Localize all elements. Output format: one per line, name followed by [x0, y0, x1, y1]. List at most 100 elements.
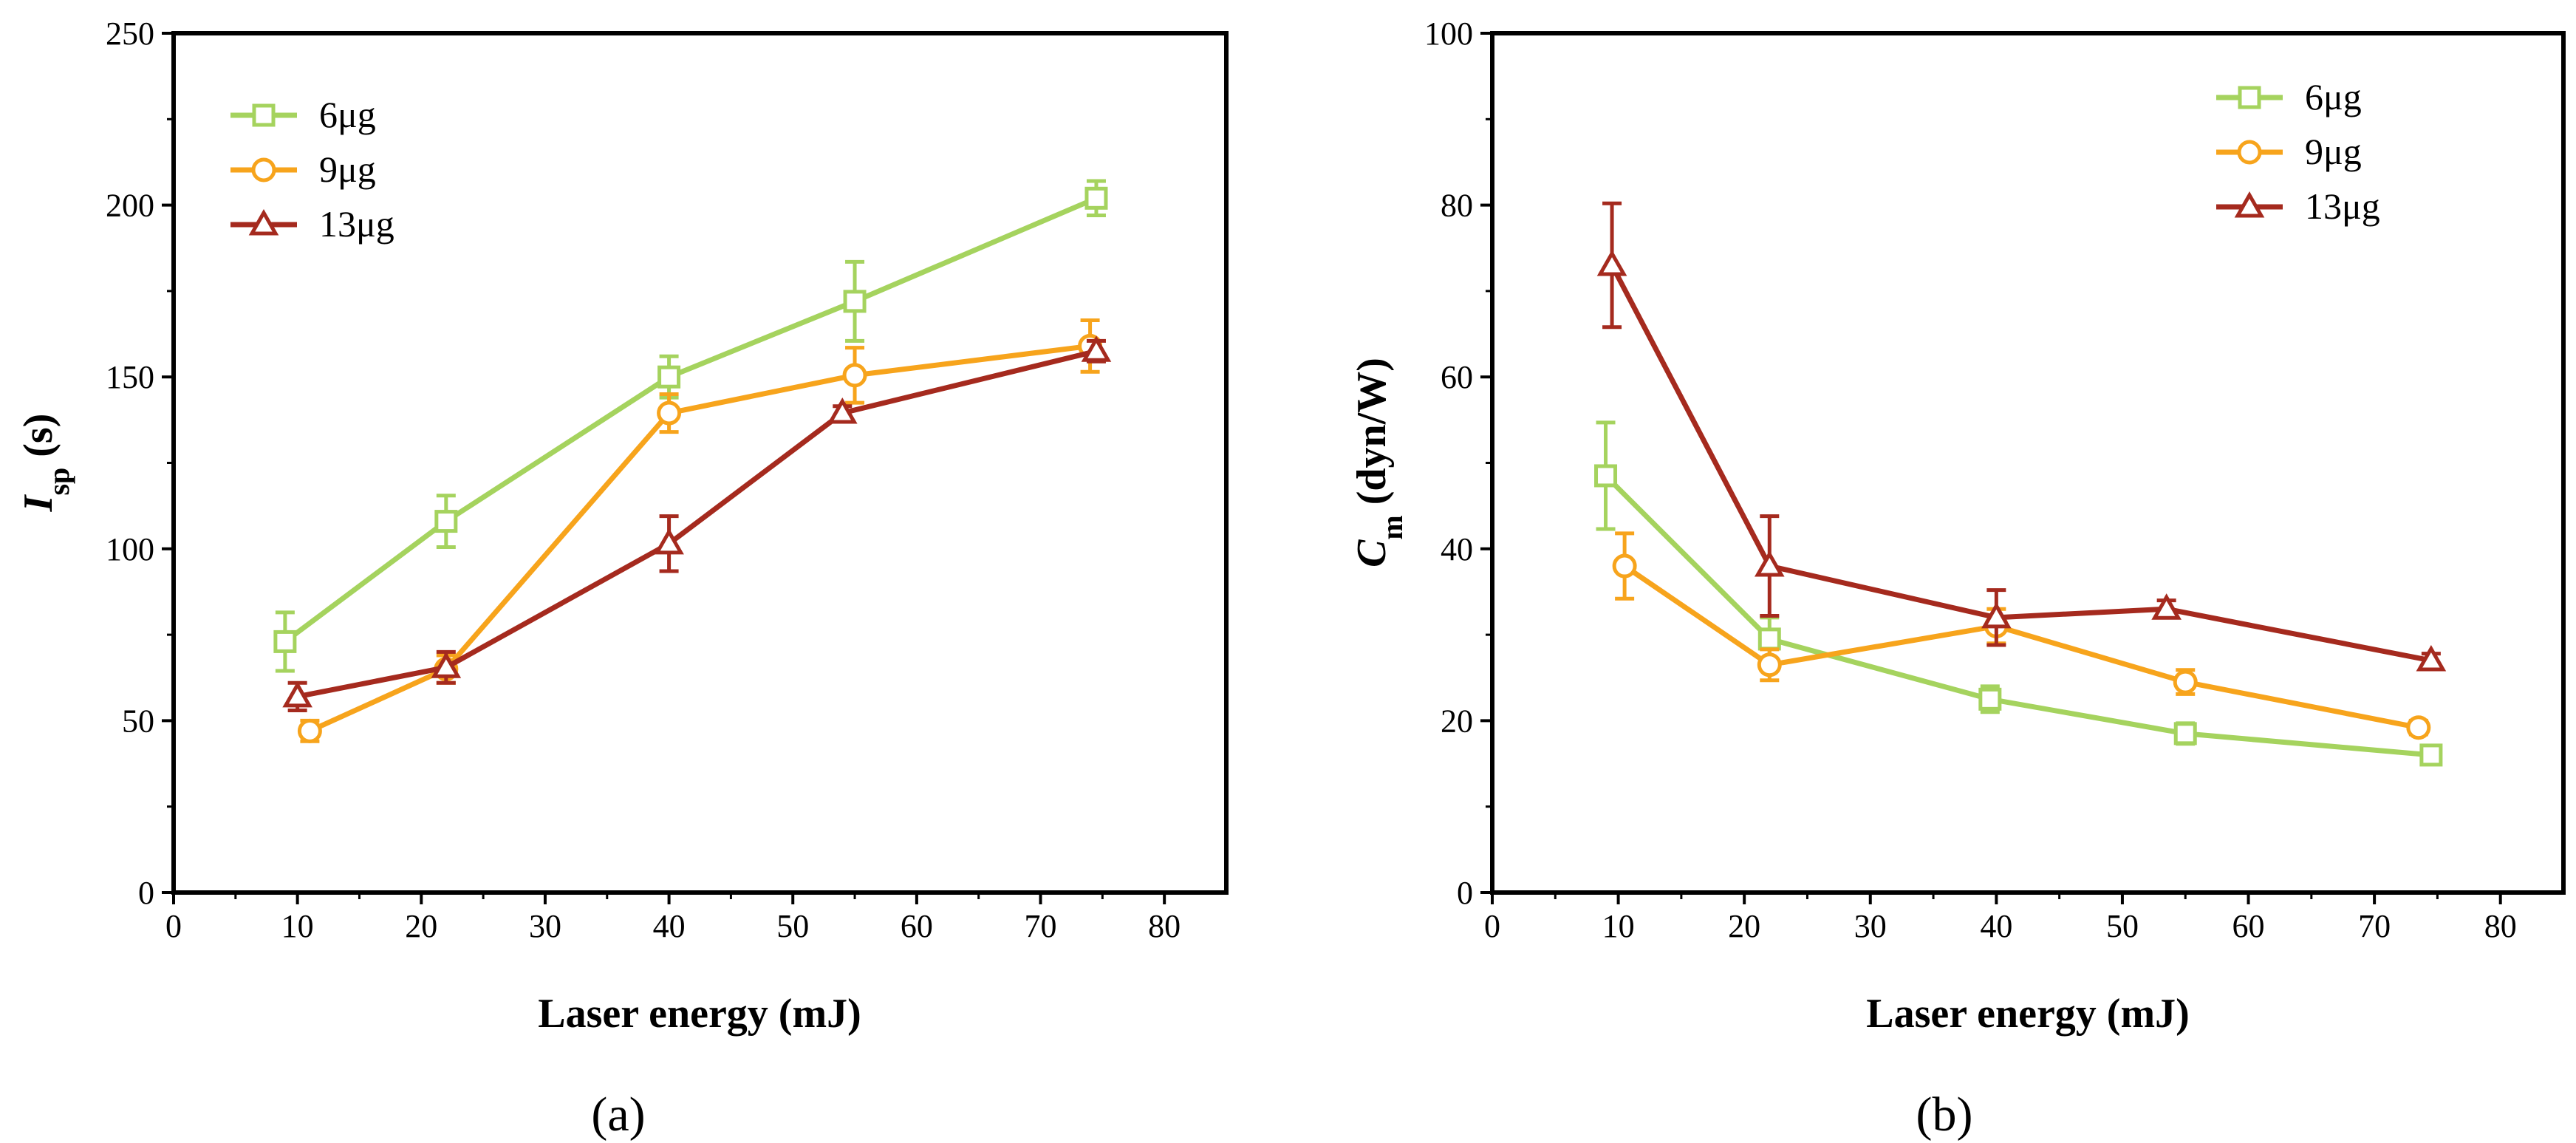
- y-axis-title-b: Cm (dyn/W): [1349, 358, 1409, 567]
- y-axis-title-a: Isp (s): [16, 414, 75, 513]
- y-axis-title-main-b: C: [1349, 539, 1395, 567]
- plot-frame-b: [1490, 31, 2566, 895]
- x-tick-label: 0: [1484, 908, 1500, 944]
- legend-marker: [252, 103, 276, 127]
- legend-label: 13μg: [319, 203, 394, 245]
- x-tick-label: 70: [2358, 908, 2391, 944]
- y-axis-title-sub-a: sp: [42, 468, 75, 496]
- data-point: [2419, 743, 2443, 767]
- data-point: [297, 718, 322, 743]
- x-tick-label: 60: [2232, 908, 2265, 944]
- x-tick-label: 30: [529, 908, 561, 944]
- x-tick-label: 50: [2106, 908, 2139, 944]
- legend-a: 6μg 9μg 13μg: [230, 94, 394, 245]
- legend-b: 6μg 9μg 13μg: [2216, 76, 2380, 227]
- data-point: [2416, 644, 2447, 672]
- x-tick-label: 10: [1602, 908, 1635, 944]
- x-tick-label: 50: [776, 908, 809, 944]
- data-point: [273, 629, 297, 653]
- y-tick-label: 150: [106, 359, 154, 395]
- data-point: [1757, 627, 1781, 651]
- x-axis-b: 0 10 20 30 40 50 60 70 80: [1484, 893, 2517, 944]
- y-tick-label: 0: [1457, 875, 1473, 911]
- y-tick-label: 0: [138, 875, 154, 911]
- legend-marker: [251, 157, 276, 182]
- y-tick-label: 200: [106, 188, 154, 224]
- legend-label: 9μg: [319, 149, 376, 190]
- panel-b: 0 10 20 30 40 50 60 70 800204060801006μg9μg13μg …: [1349, 16, 2566, 1142]
- legend-marker: [248, 208, 279, 236]
- series-9μg-a: [297, 318, 1103, 743]
- data-point: [1594, 464, 1618, 488]
- data-point: [1084, 186, 1108, 210]
- legend-marker: [2234, 191, 2265, 218]
- panel-label-b: (b): [1916, 1088, 1973, 1142]
- data-point: [282, 680, 312, 708]
- panel-label-a: (a): [591, 1088, 645, 1142]
- data-point: [431, 652, 462, 678]
- y-tick-label: 60: [1441, 359, 1473, 395]
- x-tick-label: 80: [1148, 908, 1181, 944]
- data-point: [657, 365, 681, 389]
- plot-area-a: 0 10 20 30 40 50 60 70 80 0 50 100 150 200 250 6μg 9μg 13…: [106, 16, 1181, 944]
- data-point: [2173, 722, 2197, 745]
- y-axis-b: 0 20 40 60 80 100: [1424, 16, 1492, 911]
- y-tick-label: 50: [122, 703, 154, 739]
- x-tick-label: 10: [281, 908, 314, 944]
- legend-label: 9μg: [2305, 131, 2362, 172]
- x-tick-label: 80: [2484, 908, 2517, 944]
- data-point: [2406, 715, 2431, 740]
- data-point: [1757, 652, 1782, 678]
- series-13μg-b: [1596, 201, 2447, 672]
- data-point: [1081, 335, 1112, 362]
- x-axis-title-b: Laser energy (mJ): [1866, 991, 2190, 1037]
- y-tick-label: 100: [106, 531, 154, 567]
- data-point: [1981, 601, 2012, 629]
- data-point: [1754, 550, 1785, 577]
- data-point: [1978, 687, 2002, 711]
- legend-marker: [2237, 140, 2262, 165]
- data-point: [2151, 593, 2182, 620]
- x-axis-title-a: Laser energy (mJ): [538, 991, 861, 1037]
- y-tick-label: 250: [106, 16, 154, 52]
- legend-label: 6μg: [2305, 76, 2362, 117]
- data-point: [843, 290, 867, 313]
- plot-area-b: 0 10 20 30 40 50 60 70 80 0 20 40 60 80 100 6μg 9μg 13μg: [1424, 16, 2517, 944]
- y-tick-label: 40: [1441, 531, 1473, 567]
- x-axis-a: 0 10 20 30 40 50 60 70 80: [165, 893, 1181, 944]
- x-tick-label: 60: [901, 908, 933, 944]
- data-point: [1612, 553, 1637, 579]
- x-tick-label: 40: [1980, 908, 2012, 944]
- y-tick-label: 100: [1424, 16, 1473, 52]
- y-axis-title-main-a: I: [16, 494, 61, 512]
- x-tick-label: 0: [165, 908, 182, 944]
- data-point: [654, 528, 684, 555]
- series-13μg-a: [282, 335, 1112, 712]
- x-tick-label: 70: [1025, 908, 1057, 944]
- series-line: [296, 348, 1097, 700]
- data-point: [827, 398, 858, 424]
- y-axis-title-sub-b: m: [1376, 515, 1409, 539]
- data-point: [2173, 669, 2198, 695]
- data-point: [842, 363, 867, 388]
- y-axis-title-unit-b: (dyn/W): [1349, 358, 1395, 505]
- series-line: [283, 196, 1098, 644]
- x-tick-label: 20: [1728, 908, 1760, 944]
- y-tick-label: 80: [1441, 188, 1473, 224]
- plot-frame-a: [171, 31, 1229, 895]
- x-tick-label: 20: [405, 908, 437, 944]
- legend-label: 6μg: [319, 94, 376, 135]
- x-tick-label: 40: [653, 908, 686, 944]
- y-axis-title-unit-a: (s): [16, 414, 61, 457]
- legend-label: 13μg: [2305, 185, 2380, 227]
- x-tick-label: 30: [1854, 908, 1887, 944]
- y-axis-a: 0 50 100 150 200 250: [106, 16, 174, 911]
- y-tick-label: 20: [1441, 703, 1473, 739]
- data-point: [434, 510, 458, 533]
- data-point: [657, 400, 682, 426]
- data-point: [1596, 249, 1627, 276]
- panel-a: 0 10 20 30 40 50 60 70 80 0 50 100 150 200 250 6μg 9μg 13…: [16, 16, 1229, 1142]
- series-6μg-b: [1594, 420, 2443, 767]
- legend-marker: [2238, 86, 2261, 109]
